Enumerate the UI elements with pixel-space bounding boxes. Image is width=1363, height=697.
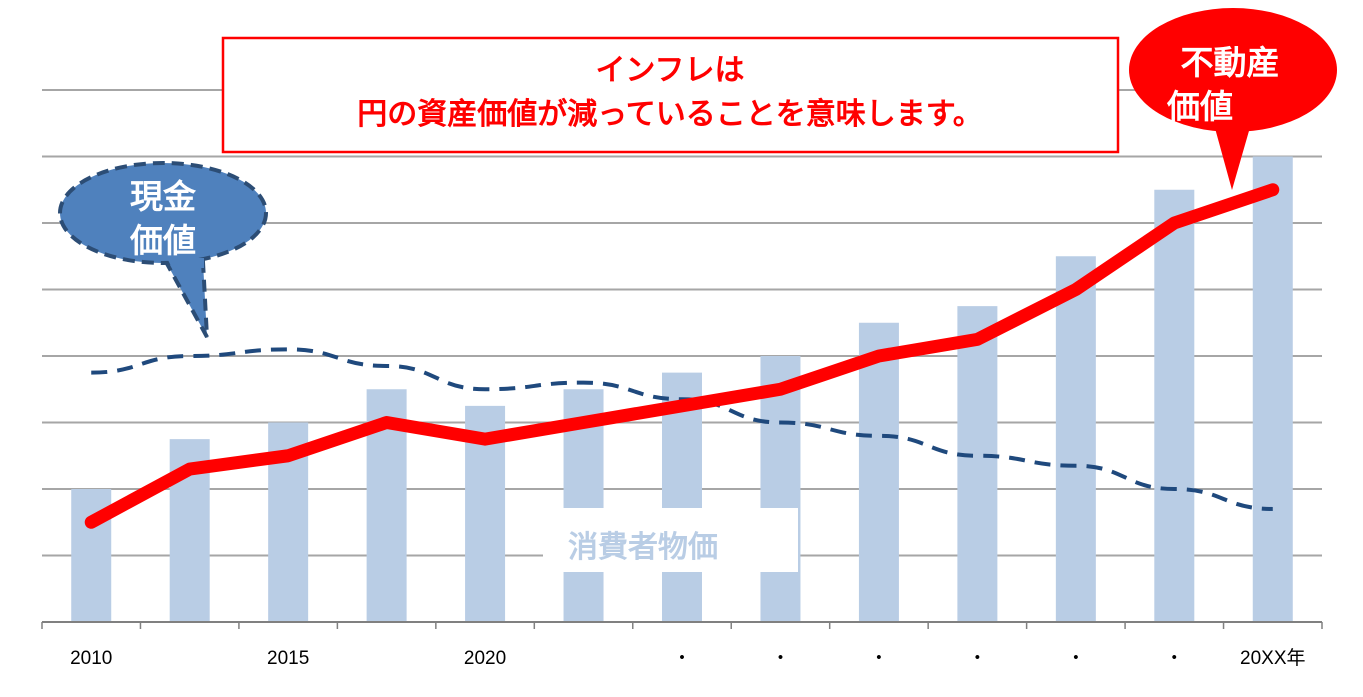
real-estate-callout: 不動産 価値 <box>1129 8 1337 190</box>
x-tick-label: ・ <box>968 648 987 669</box>
x-tick-label: 2015 <box>267 648 309 669</box>
x-axis <box>41 621 1323 629</box>
real-estate-value-line <box>84 183 1280 529</box>
message-line-2: 円の資産価値が減っていることを意味します。 <box>357 97 983 132</box>
x-tick-label: 2010 <box>70 648 112 669</box>
x-tick-labels: 2010 2015 2020 ・ ・ ・ ・ ・ ・ 20XX年 <box>70 647 1305 669</box>
cpi-bar <box>1055 256 1096 622</box>
realestate-label-line-2: 価値 <box>1166 87 1233 126</box>
x-tick-label: ・ <box>771 648 790 669</box>
cpi-bar <box>858 322 899 622</box>
x-tick-label: 20XX年 <box>1240 647 1305 669</box>
realestate-label-line-1: 不動産 <box>1181 43 1280 82</box>
x-tick-label: 2020 <box>464 648 506 669</box>
cpi-bar <box>957 306 998 622</box>
x-tick-label: ・ <box>869 648 888 669</box>
x-tick-label: ・ <box>672 648 691 669</box>
cpi-label: 消費者物価 <box>543 508 798 572</box>
x-tick-label: ・ <box>1165 648 1184 669</box>
cpi-label-text: 消費者物価 <box>568 530 718 565</box>
message-line-1: インフレは <box>595 53 744 88</box>
message-box: インフレは 円の資産価値が減っていることを意味します。 <box>221 36 1120 154</box>
cash-value-callout: 現金 価値 <box>58 161 268 338</box>
cpi-bar <box>1154 189 1195 622</box>
x-tick-label: ・ <box>1066 648 1085 669</box>
cash-value-line <box>91 347 1273 511</box>
cash-label-line-1: 現金 <box>130 177 197 216</box>
cpi-bar <box>1252 156 1293 622</box>
cpi-bar <box>760 356 801 622</box>
cash-label-line-2: 価値 <box>129 221 196 260</box>
